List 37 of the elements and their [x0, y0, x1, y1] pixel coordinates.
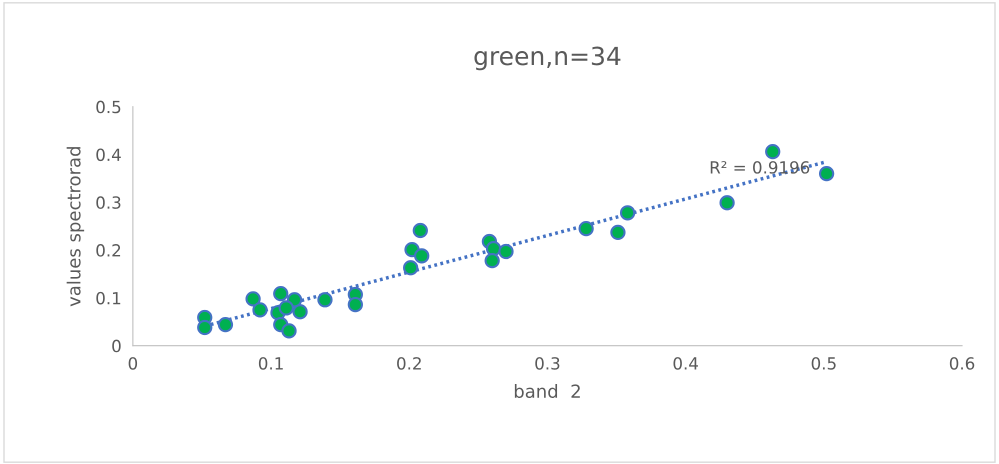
x-tick-label: 0.2 — [397, 357, 421, 370]
point — [412, 222, 428, 238]
x-tick-label: 0.1 — [258, 357, 283, 370]
y-tick-label: 0.2 — [96, 244, 120, 257]
y-tick-label: 0.5 — [96, 100, 120, 114]
x-tick-label: 0.6 — [950, 357, 974, 370]
point — [414, 248, 430, 264]
x-tick-label: 0 — [128, 357, 138, 370]
chart-title: green,n=34 — [474, 46, 620, 70]
point — [317, 292, 333, 308]
y-tick-label: 0.3 — [96, 196, 120, 209]
point — [292, 304, 308, 320]
point — [252, 302, 268, 318]
x-axis-title: band 2 — [514, 384, 580, 398]
point — [765, 144, 780, 160]
point — [403, 260, 418, 276]
point — [620, 205, 636, 220]
point — [719, 195, 735, 210]
point — [610, 224, 626, 240]
point — [498, 244, 514, 260]
point — [348, 296, 363, 312]
point — [578, 220, 594, 236]
x-tick-label: 0.5 — [812, 357, 836, 370]
x-tick-label: 0.3 — [535, 357, 560, 370]
point — [245, 291, 261, 306]
point — [218, 317, 234, 332]
y-axis-title: values spectrorad — [66, 147, 84, 306]
point — [484, 252, 500, 268]
x-tick-label: 0.4 — [673, 357, 698, 370]
point — [281, 323, 297, 338]
point — [278, 300, 294, 316]
point — [197, 320, 212, 336]
point — [818, 166, 834, 182]
y-tick-label: 0 — [112, 340, 121, 352]
y-tick-label: 0.4 — [96, 148, 121, 162]
point — [273, 286, 288, 302]
y-tick-label: 0.1 — [96, 292, 120, 304]
